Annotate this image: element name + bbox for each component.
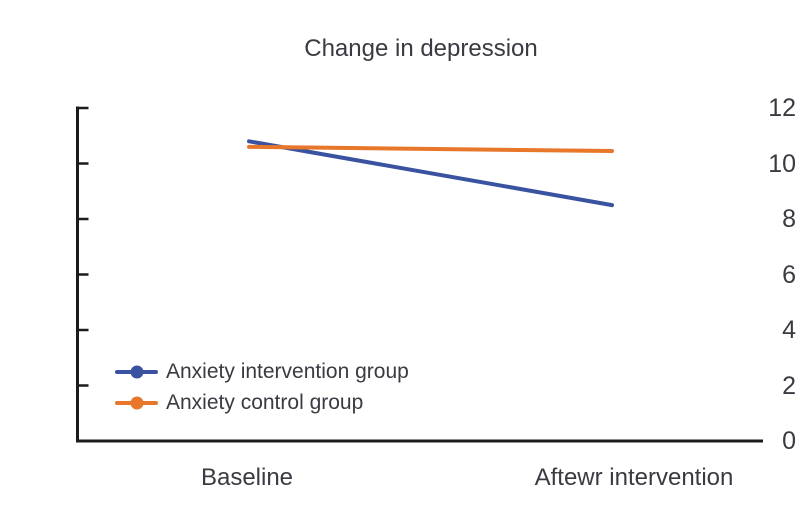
x-tick-label-baseline: Baseline — [200, 464, 294, 491]
series-line-anxiety-intervention-group — [247, 139, 614, 208]
legend-label-control-group: Anxiety control group — [166, 391, 364, 414]
legend-item-intervention-group: Anxiety intervention group — [115, 359, 409, 385]
y-tick-label-4: 4 — [782, 316, 796, 344]
legend-dot-icon — [130, 396, 143, 410]
chart-title: Change in depression — [304, 35, 538, 62]
legend-dot-icon — [130, 365, 143, 379]
y-tick-label-10: 10 — [768, 149, 796, 178]
x-tick-label-after-intervention: Aftewr intervention — [534, 464, 734, 491]
y-tick-label-12: 12 — [768, 94, 796, 122]
legend-line-marker-orange — [115, 396, 158, 410]
legend-item-control-group: Anxiety control group — [115, 390, 363, 416]
y-tick-label-0: 0 — [782, 427, 796, 455]
y-tick-label-8: 8 — [782, 205, 796, 233]
y-tick-label-2: 2 — [782, 371, 796, 400]
y-tick-label-6: 6 — [782, 260, 796, 289]
legend-line-marker-blue — [115, 365, 158, 379]
legend-label-intervention-group: Anxiety intervention group — [166, 360, 409, 383]
series-line-anxiety-control-group — [247, 144, 614, 154]
